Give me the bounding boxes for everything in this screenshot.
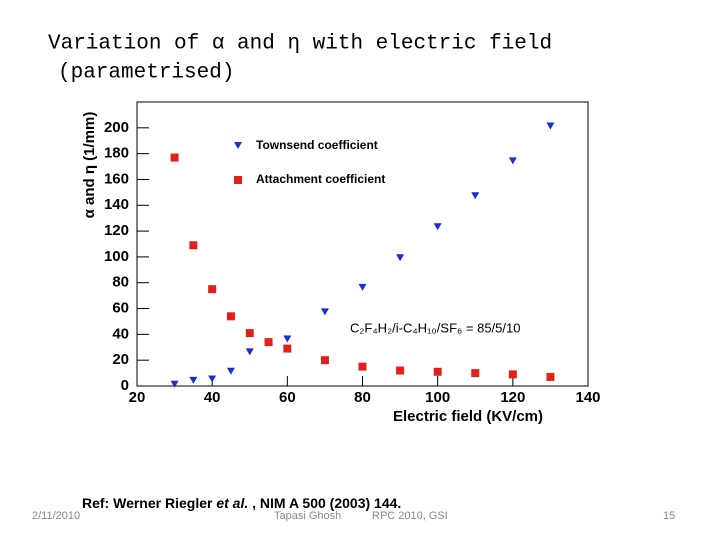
legend-marker — [234, 142, 242, 149]
marker-triangle — [189, 376, 198, 384]
reference-text: , NIM A 500 (2003) 144. — [248, 495, 401, 511]
marker-square — [245, 329, 254, 338]
marker-square — [264, 338, 273, 347]
page-number: 15 — [663, 510, 675, 522]
marker-triangle — [471, 192, 480, 200]
y-tick-label: 160 — [104, 170, 129, 187]
marker-triangle — [208, 375, 217, 383]
x-tick-label: 20 — [129, 389, 146, 406]
marker-square — [358, 362, 367, 371]
marker-triangle — [226, 367, 235, 375]
y-tick-label: 200 — [104, 119, 129, 136]
y-tick-label: 40 — [112, 325, 129, 342]
marker-triangle — [170, 380, 179, 388]
marker-triangle — [396, 254, 405, 262]
marker-triangle — [546, 122, 555, 130]
y-tick-label: 140 — [104, 196, 129, 213]
marker-square — [546, 372, 555, 381]
y-axis-label: α and η (1/mm) — [81, 112, 98, 219]
slide-title: Variation of α and η with electric field — [48, 33, 552, 56]
marker-square — [226, 312, 235, 321]
marker-square — [189, 241, 198, 250]
marker-triangle — [283, 335, 292, 343]
y-tick-label: 120 — [104, 222, 129, 239]
marker-square — [170, 153, 179, 162]
marker-square — [283, 344, 292, 353]
reference: Ref: Werner Riegler et al. , NIM A 500 (… — [82, 495, 401, 511]
y-tick-label: 0 — [121, 377, 129, 394]
marker-square — [471, 369, 480, 378]
legend-marker — [234, 176, 242, 184]
y-tick-label: 180 — [104, 145, 129, 162]
reference-text: Ref: Werner Riegler — [82, 495, 216, 511]
legend-label: Attachment coefficient — [256, 172, 385, 186]
legend-label: Townsend coefficient — [256, 138, 378, 152]
marker-triangle — [245, 348, 254, 356]
x-tick-label: 40 — [204, 389, 221, 406]
date: 2/11/2010 — [32, 510, 80, 522]
slide-title: (parametrised) — [58, 62, 234, 85]
x-axis-label: Electric field (KV/cm) — [393, 408, 543, 425]
marker-square — [320, 356, 329, 365]
y-tick-label: 80 — [112, 274, 129, 291]
x-tick-label: 100 — [425, 389, 450, 406]
author: Tapasi Ghosh — [274, 510, 341, 522]
x-tick-label: 60 — [279, 389, 296, 406]
x-tick-label: 120 — [500, 389, 525, 406]
marker-triangle — [358, 283, 367, 291]
marker-square — [508, 370, 517, 379]
marker-square — [396, 366, 405, 375]
annotation: C₂F₄H₂/i-C₄H₁₀/SF₆ = 85/5/10 — [350, 320, 520, 335]
x-tick-label: 80 — [354, 389, 371, 406]
y-tick-label: 100 — [104, 248, 129, 265]
y-tick-label: 20 — [112, 351, 129, 368]
marker-triangle — [320, 308, 329, 316]
marker-square — [208, 285, 217, 294]
y-tick-label: 60 — [112, 300, 129, 317]
marker-square — [433, 367, 442, 376]
reference-text: et al. — [216, 495, 248, 511]
marker-triangle — [508, 157, 517, 165]
x-tick-label: 140 — [575, 389, 600, 406]
venue: RPC 2010, GSI — [372, 510, 448, 522]
marker-triangle — [433, 223, 442, 231]
